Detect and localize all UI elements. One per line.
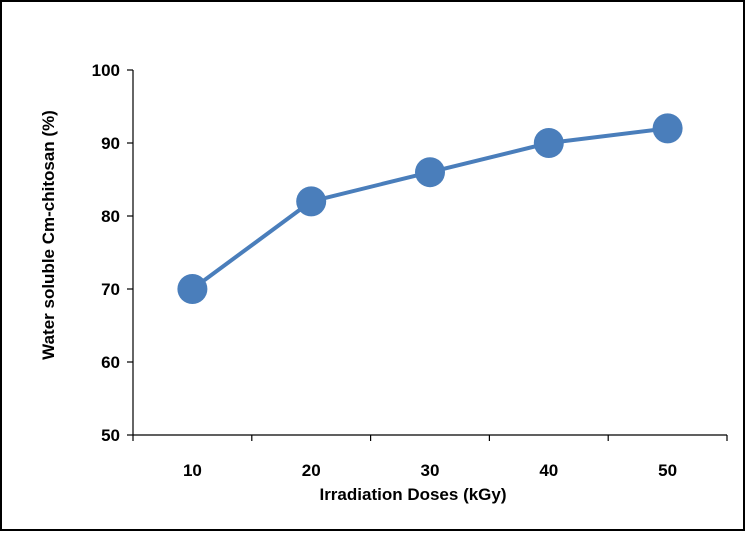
series-line — [191, 126, 668, 291]
y-tick-label: 100 — [92, 61, 120, 80]
data-point — [296, 186, 327, 217]
y-tick-label: 50 — [101, 426, 120, 445]
x-tick-label: 10 — [183, 461, 202, 480]
y-tick-label: 80 — [101, 207, 120, 226]
x-axis-ticks: 10 20 30 40 50 — [132, 435, 728, 480]
y-tick-label: 70 — [101, 280, 120, 299]
x-tick-label: 20 — [302, 461, 321, 480]
data-point — [415, 157, 445, 188]
y-tick-label: 90 — [101, 134, 120, 153]
x-axis-title: Irradiation Doses (kGy) — [319, 485, 506, 504]
y-tick-label: 60 — [101, 353, 120, 372]
data-point — [533, 128, 564, 158]
series-layer — [177, 113, 683, 304]
y-axis-ticks: 50 60 70 80 90 100 — [92, 61, 133, 445]
x-tick-label: 40 — [539, 461, 558, 480]
data-point — [177, 274, 208, 304]
x-tick-label: 30 — [421, 461, 440, 480]
x-tick-label: 50 — [658, 461, 677, 480]
data-point — [652, 113, 683, 144]
y-axis-title: Water soluble Cm-chitosan (%) — [39, 110, 58, 360]
axes — [132, 70, 727, 436]
